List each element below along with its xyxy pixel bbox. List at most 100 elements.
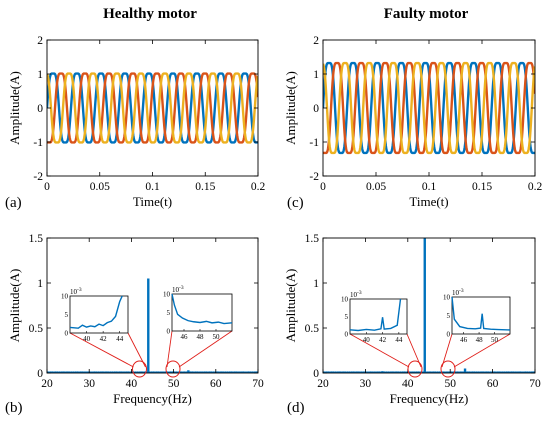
series-line-phase-3 <box>323 61 535 155</box>
inset-scale-label: 10-3 <box>70 287 82 296</box>
x-tick-label: 70 <box>252 378 264 390</box>
inset-scale-label: 10-3 <box>452 288 464 297</box>
inset-y-tick-label: 10 <box>443 294 451 302</box>
inset-scale-label: 10-3 <box>350 290 362 299</box>
x-tick-label: 0.05 <box>366 181 386 193</box>
series-line-phase-2 <box>47 72 258 144</box>
inset-y-tick-label: 0 <box>447 331 451 339</box>
inset-x-tick-label: 46 <box>460 336 468 344</box>
zoom-ellipse <box>165 360 181 378</box>
zoom-connector <box>166 330 173 368</box>
x-tick-label: 70 <box>529 378 541 390</box>
inset-x-tick-label: 44 <box>395 336 403 344</box>
inset-y-tick-label: 5 <box>345 313 349 321</box>
y-axis-label: Amplitude(A) <box>283 71 298 145</box>
inset-x-tick-label: 48 <box>476 336 484 344</box>
zoom-ellipse <box>132 360 147 378</box>
inset-frame <box>349 298 408 335</box>
series-line-phase-2 <box>323 61 535 155</box>
inset-series-line <box>171 293 233 325</box>
x-tick-label: 60 <box>210 378 222 390</box>
x-tick-label: 30 <box>83 378 95 390</box>
x-tick-label: 0.2 <box>528 181 543 193</box>
inset-y-tick-label: 0 <box>345 331 349 339</box>
plot-area <box>47 278 258 373</box>
x-tick-label: 0.05 <box>90 181 110 193</box>
x-axis-label: Frequency(Hz) <box>113 391 192 406</box>
y-tick-label: 2 <box>37 35 43 47</box>
zoom-connector <box>441 333 453 368</box>
y-tick-label: -2 <box>309 171 319 183</box>
panel-b: 20 30 40 50 60 7000.511.5Frequency(Hz)Amplitu… <box>5 233 264 416</box>
x-tick-label: 30 <box>360 378 372 390</box>
y-axis-label: Amplitude(A) <box>7 71 22 145</box>
x-tick-label: 50 <box>444 378 456 390</box>
axes-frame <box>322 237 536 374</box>
panel-c: 0 0.05 0.1 0.15 0.2 -2 -1 0 1 2 Time(t) Amplitude(A… <box>283 35 542 211</box>
inset-x-tick-label: 50 <box>213 333 221 341</box>
inset-x-tick-label: 40 <box>83 335 91 343</box>
zoom-connector <box>178 330 233 368</box>
panel-a: 0 0.05 0.1 0.15 0.2 -2 -1 0 1 2 Time(t) Amplitude(A… <box>5 35 265 211</box>
inset-series-line <box>69 295 123 329</box>
inset-x-tick-label: 42 <box>379 336 387 344</box>
inset-y-tick-label: 10 <box>341 296 349 304</box>
y-tick-label: 1 <box>37 278 43 290</box>
panel-label: (b) <box>5 400 23 416</box>
inset-frame <box>171 293 233 332</box>
series-line-phase-3 <box>47 72 258 144</box>
panel-label: (a) <box>5 195 22 211</box>
x-tick-label: 0.1 <box>422 181 437 193</box>
zoom-connector <box>69 332 134 368</box>
x-tick-label: 20 <box>41 378 53 390</box>
y-tick-label: 2 <box>313 35 319 47</box>
x-tick-label: 20 <box>317 378 329 390</box>
inset-series-line <box>349 298 402 332</box>
inset-x-tick-label: 40 <box>363 336 371 344</box>
x-tick-label: 40 <box>126 378 138 390</box>
panel-d: 20 30 40 50 60 7000.511.5Frequency(Hz)Amplitu… <box>283 233 541 416</box>
inset-y-tick-label: 5 <box>167 309 171 317</box>
panel-label: (c) <box>287 195 304 211</box>
panel-label: (d) <box>287 400 305 416</box>
y-tick-label: 0.5 <box>305 323 320 335</box>
x-tick-label: 0.15 <box>472 181 492 193</box>
y-tick-label: 1 <box>313 69 319 81</box>
y-tick-label: 0 <box>37 103 43 115</box>
y-axis-label: Amplitude(A) <box>283 269 298 343</box>
plot-area <box>323 61 535 155</box>
title-faulty: Faulty motor <box>384 6 469 22</box>
x-tick-label: 0.15 <box>195 181 215 193</box>
x-tick-label: 0.1 <box>145 181 160 193</box>
y-tick-label: 1.5 <box>29 233 44 245</box>
y-tick-label: 0 <box>313 368 319 380</box>
y-tick-label: -2 <box>33 171 43 183</box>
inset-y-tick-label: 0 <box>65 330 69 338</box>
x-tick-label: 0 <box>320 181 326 193</box>
inset-y-tick-label: 10 <box>163 291 171 299</box>
zoom-connector <box>127 332 146 368</box>
inset-y-tick-label: 5 <box>65 311 69 319</box>
inset-x-tick-label: 44 <box>116 335 124 343</box>
x-axis-label: Frequency(Hz) <box>390 391 469 406</box>
x-tick-label: 0.2 <box>251 181 266 193</box>
inset-x-tick-label: 42 <box>100 335 108 343</box>
x-tick-label: 50 <box>168 378 180 390</box>
y-axis-label: Amplitude(A) <box>7 269 22 343</box>
inset-x-tick-label: 48 <box>197 333 205 341</box>
zoom-connector <box>453 333 511 368</box>
title-healthy: Healthy motor <box>103 6 197 22</box>
y-tick-label: 1 <box>313 278 319 290</box>
y-tick-label: 0 <box>313 103 319 115</box>
y-tick-label: 1 <box>37 69 43 81</box>
zoom-ellipse <box>440 360 456 378</box>
y-tick-label: 0 <box>37 368 43 380</box>
axes-frame <box>46 237 259 374</box>
inset-x-tick-label: 46 <box>181 333 189 341</box>
x-tick-label: 40 <box>402 378 414 390</box>
y-tick-label: 0.5 <box>29 323 44 335</box>
